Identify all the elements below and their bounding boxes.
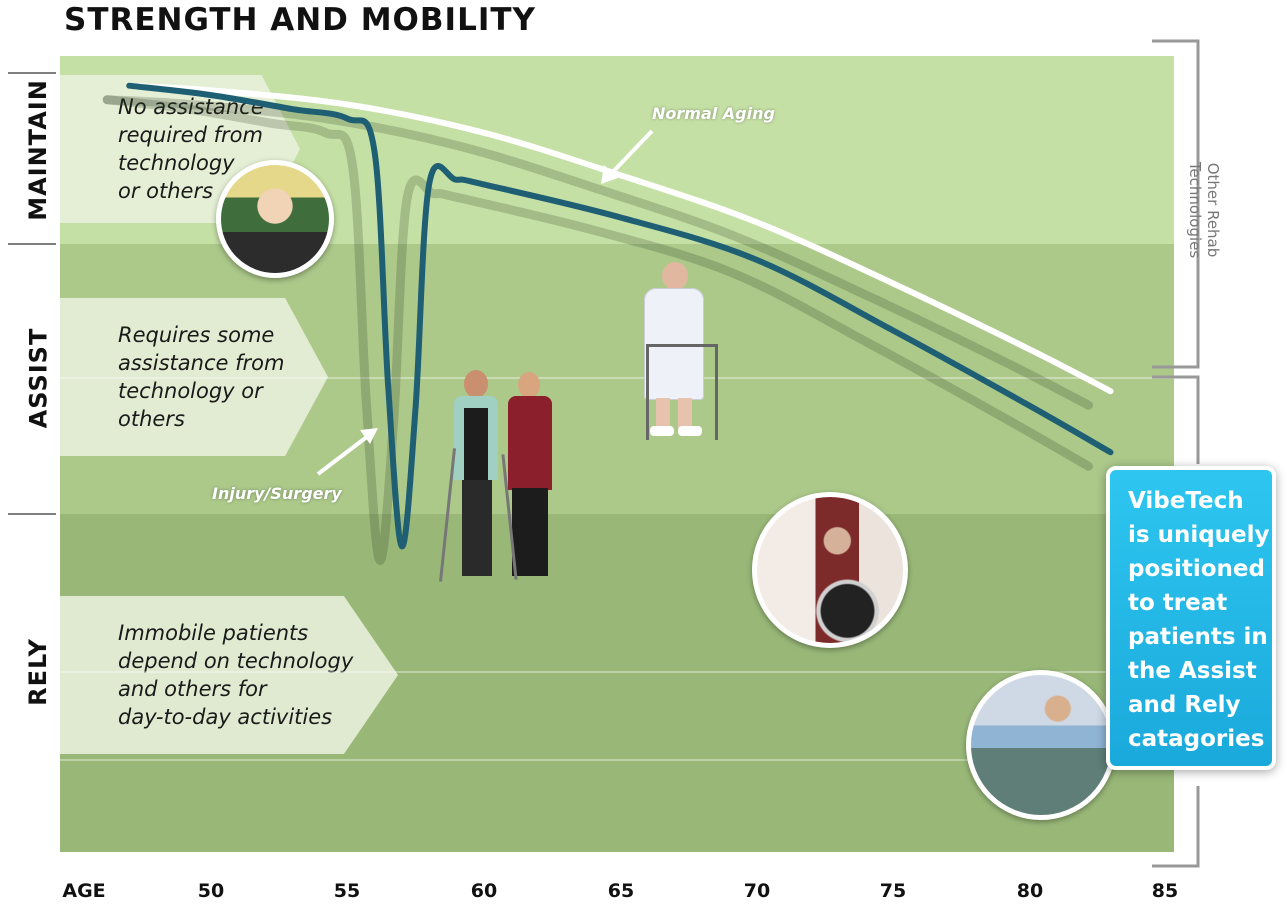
normal-aging-line	[126, 82, 1114, 395]
chart-title: STRENGTH AND MOBILITY	[64, 2, 536, 38]
x-tick-label: 85	[1151, 880, 1179, 902]
x-tick-label: 50	[197, 880, 225, 902]
band-description-assist: Requires some assistance from technology o…	[60, 298, 328, 456]
x-tick-label: 80	[1016, 880, 1044, 902]
band-description-rely: Immobile patients depend on technology and…	[60, 596, 398, 754]
x-tick-label: 70	[743, 880, 771, 902]
injury-surgery-line	[126, 82, 1114, 550]
x-tick-label: 75	[879, 880, 907, 902]
normal-aging-shadow	[102, 95, 1093, 410]
other-rehab-label: Other Rehab Technologies	[1186, 161, 1223, 259]
injury-arrow	[316, 428, 378, 476]
x-tick-label: 55	[333, 880, 361, 902]
normal-aging-label: Normal Aging	[652, 104, 775, 123]
normal-aging-arrow	[601, 129, 654, 184]
injury-surgery-label: Injury/Surgery	[212, 484, 342, 503]
hospital-bed-photo	[966, 670, 1116, 820]
vibetech-callout: VibeTech is uniquely positioned to treat pa…	[1106, 466, 1276, 770]
x-tick-label: 65	[607, 880, 635, 902]
woman-tennis-photo	[216, 160, 334, 278]
injury-surgery-shadow	[102, 95, 1093, 565]
vibetech-bracket	[1152, 375, 1200, 868]
wheelchair-photo	[752, 492, 908, 648]
other-rehab-bracket	[1152, 39, 1200, 369]
x-axis-label: AGE	[62, 880, 106, 902]
caregiver-walking-photo	[439, 368, 558, 582]
walker-patient-photo	[636, 262, 722, 448]
x-tick-label: 60	[470, 880, 498, 902]
